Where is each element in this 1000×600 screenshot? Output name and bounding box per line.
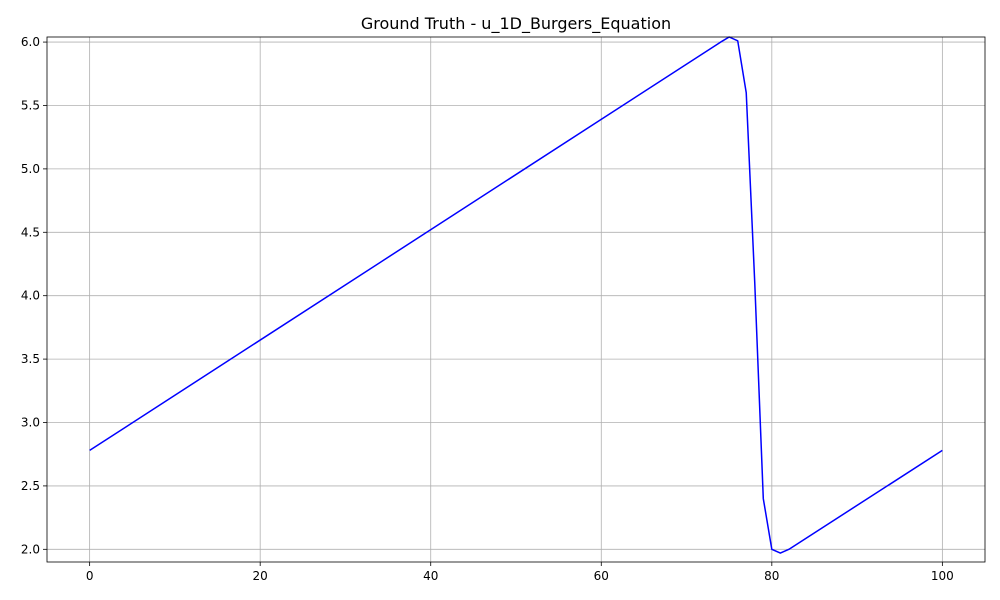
chart-title: Ground Truth - u_1D_Burgers_Equation	[361, 14, 671, 34]
x-tick-label: 60	[594, 569, 609, 583]
x-tick-label: 0	[86, 569, 94, 583]
y-tick-label: 4.0	[21, 289, 40, 303]
x-tick-label: 100	[931, 569, 954, 583]
series-layer	[89, 36, 943, 554]
y-tick-label: 3.0	[21, 416, 40, 430]
x-tick-label: 80	[764, 569, 779, 583]
y-tick-label: 4.5	[21, 225, 40, 239]
y-tick-label: 5.0	[21, 162, 40, 176]
y-tick-label: 5.5	[21, 98, 40, 112]
y-tick-label: 6.0	[21, 35, 40, 49]
plot-frame	[46, 36, 986, 563]
y-axis-ticks: 2.0 2.5 3.0 3.5 4.0 4.5 5.0 5.5 6.0	[21, 35, 47, 556]
x-axis-ticks: 0 20 40 60 80 100	[86, 562, 954, 583]
grid	[47, 37, 985, 562]
series-line	[89, 36, 943, 554]
y-tick-label: 3.5	[21, 352, 40, 366]
y-tick-label: 2.5	[21, 479, 40, 493]
y-tick-label: 2.0	[21, 542, 40, 556]
x-tick-label: 40	[423, 569, 438, 583]
x-tick-label: 20	[253, 569, 268, 583]
